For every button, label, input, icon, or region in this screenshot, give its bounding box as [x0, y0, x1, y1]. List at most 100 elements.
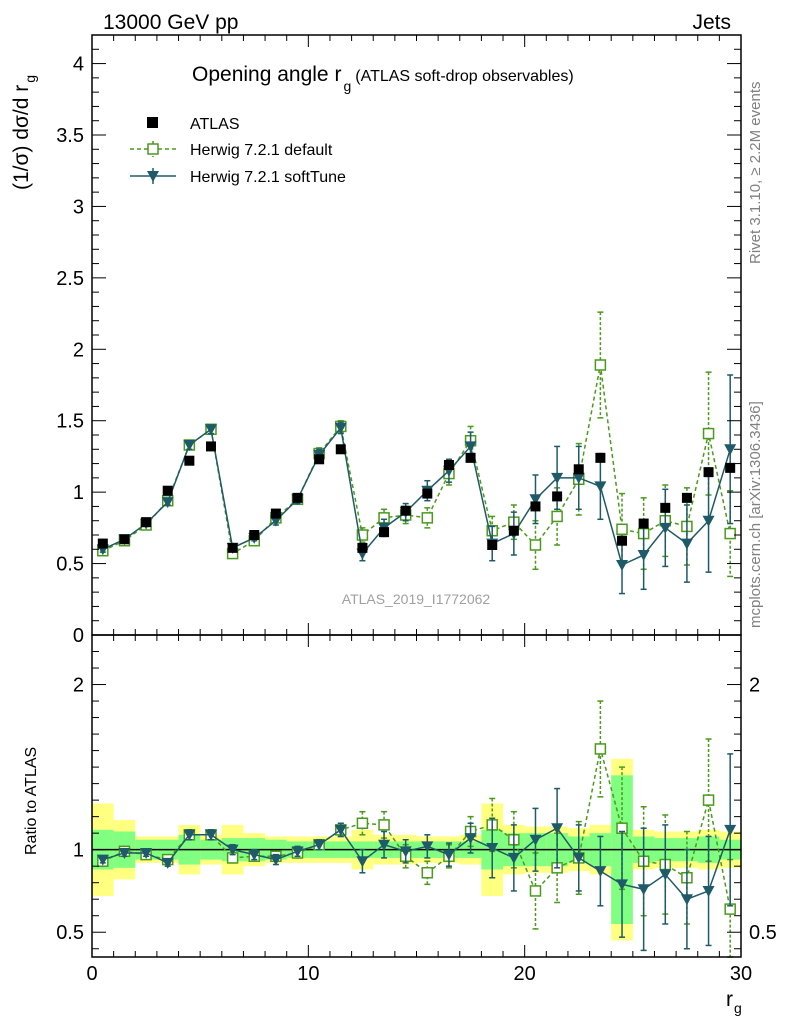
series-layer: [96, 311, 737, 958]
data-point: [551, 510, 563, 523]
data-point: [572, 852, 585, 864]
data-point: [421, 512, 434, 524]
data-point: [226, 844, 239, 856]
y-tick-label-ratio: 0.5: [56, 922, 84, 944]
data-point: [227, 542, 238, 553]
legend-marker-softtune: [147, 171, 159, 182]
data-point: [572, 472, 585, 484]
process-label: Jets: [692, 11, 731, 34]
data-point: [659, 869, 672, 881]
data-point: [335, 444, 346, 455]
series-line: [102, 426, 731, 567]
legend: ATLAS Herwig 7.2.1 default Herwig 7.2.1 …: [130, 116, 346, 186]
data-point: [637, 550, 650, 561]
data-point: [616, 523, 628, 536]
data-point: [464, 441, 477, 453]
data-point: [96, 854, 109, 866]
data-point: [487, 540, 498, 550]
chart-title-sub: g: [343, 78, 351, 94]
data-point: [269, 854, 282, 866]
data-point: [97, 538, 108, 549]
x-axis-label-sub: g: [734, 1000, 742, 1016]
y-tick-label-ratio: 1: [73, 840, 84, 862]
y-tick-label-top: 2.5: [56, 268, 84, 290]
data-point: [637, 884, 650, 896]
data-point: [442, 849, 455, 861]
analysis-label: ATLAS_2019_I1772062: [342, 591, 491, 607]
energy-label: 13000 GeV pp: [103, 11, 238, 34]
series-softtune-top: [96, 374, 737, 595]
data-point: [292, 492, 303, 503]
data-point: [184, 455, 195, 466]
series-atlas-top: [97, 441, 736, 553]
data-point: [291, 846, 304, 858]
data-point: [552, 491, 563, 502]
x-tick-label: 0: [86, 963, 97, 985]
data-point: [400, 505, 411, 516]
data-point: [204, 424, 217, 436]
data-point: [464, 833, 477, 845]
data-point: [249, 530, 260, 540]
data-point: [140, 847, 153, 859]
data-point: [465, 452, 476, 463]
series-default-top: [97, 311, 736, 578]
data-point: [594, 743, 607, 755]
y-tick-label-top: 1: [73, 482, 84, 504]
series-line: [102, 364, 731, 555]
data-point: [680, 538, 693, 550]
rivet-label: Rivet 3.1.10, ≥ 2.2M events: [747, 82, 764, 265]
y-tick-label-top: 3: [73, 196, 84, 218]
chart-title: Opening angle r g(ATLAS soft-drop observa…: [192, 63, 574, 94]
data-point: [334, 422, 347, 434]
data-point: [724, 824, 737, 836]
data-point: [270, 508, 281, 519]
x-tick-label: 30: [730, 963, 752, 985]
axes: 0 10 20 3000.511.522.533.540.5 0.512 2: [56, 34, 777, 985]
y-axis-label-top-main: (1/σ) dσ/d r: [10, 85, 33, 190]
data-point: [161, 497, 174, 509]
data-point: [659, 522, 672, 534]
legend-label-default: Herwig 7.2.1 default: [190, 142, 333, 159]
mcplots-label: mcplots.cern.ch [arXiv:1306.3436]: [747, 401, 764, 628]
data-point: [379, 527, 390, 538]
data-point: [162, 485, 173, 496]
data-point: [529, 494, 542, 506]
data-point: [594, 866, 607, 878]
chart-title-note: (ATLAS soft-drop observables): [355, 68, 573, 85]
data-point: [486, 843, 499, 855]
data-point: [421, 867, 434, 879]
data-point: [183, 829, 196, 841]
legend-label-atlas: ATLAS: [190, 116, 240, 133]
data-point: [183, 440, 196, 451]
data-point: [161, 857, 174, 869]
y-axis-label-top-sub: g: [22, 75, 38, 83]
data-point: [529, 539, 542, 551]
data-point: [205, 441, 216, 452]
data-point: [680, 894, 693, 906]
data-point: [529, 885, 542, 897]
series-softtune-ratio: [96, 753, 737, 952]
data-point: [313, 839, 326, 851]
data-point: [702, 794, 715, 806]
data-point: [399, 846, 412, 858]
y-tick-label-top: 0: [73, 625, 84, 647]
data-point: [551, 472, 564, 484]
data-point: [681, 492, 692, 503]
y-tick-label-ratio-right: 0.5: [749, 922, 777, 944]
series-line: [102, 827, 731, 901]
data-point: [551, 823, 564, 835]
x-axis-label-main: r: [726, 988, 733, 1011]
data-point: [724, 527, 736, 540]
y-tick-label-top: 1.5: [56, 411, 84, 433]
data-point: [529, 834, 542, 846]
data-point: [573, 464, 584, 475]
y-tick-label-top: 3.5: [56, 125, 84, 147]
data-point: [638, 518, 649, 529]
data-point: [443, 460, 454, 470]
data-point: [378, 819, 390, 831]
data-point: [378, 839, 391, 851]
data-point: [508, 525, 519, 536]
x-axis-label: rg: [726, 988, 742, 1016]
data-point: [702, 427, 715, 440]
